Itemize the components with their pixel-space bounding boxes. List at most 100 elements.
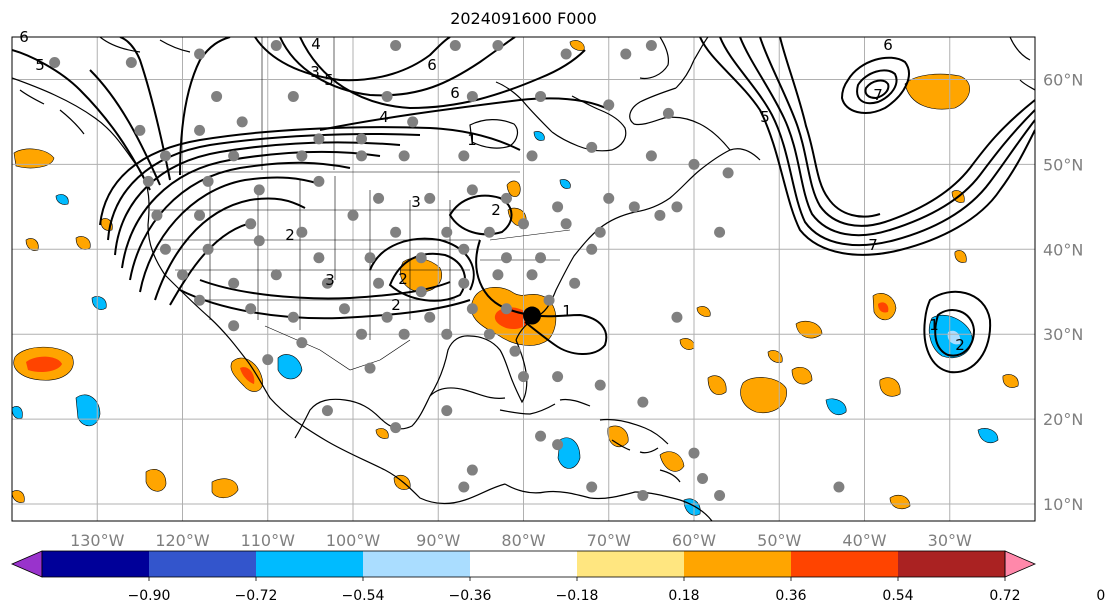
anomaly-region <box>825 398 847 415</box>
station-marker <box>535 90 547 102</box>
station-marker <box>356 133 368 145</box>
station-marker <box>373 277 385 289</box>
contour-label: 6 <box>450 84 460 102</box>
anomaly-region <box>683 498 701 516</box>
colorbar-extend-high <box>1004 550 1037 578</box>
station-marker <box>270 39 282 51</box>
station-marker <box>287 311 299 323</box>
latitude-label: 50°N <box>1043 155 1083 174</box>
station-marker <box>194 124 206 136</box>
anomaly-region <box>75 236 91 250</box>
station-marker <box>688 447 700 459</box>
station-marker <box>620 48 632 60</box>
contour-lines <box>12 37 1035 374</box>
station-marker <box>697 473 709 485</box>
station-marker <box>543 294 555 306</box>
anomaly-region <box>375 428 389 439</box>
colorbar-tick-label: −0.54 <box>342 588 385 604</box>
station-marker <box>381 311 393 323</box>
colorbar-segment <box>684 551 792 577</box>
station-marker <box>586 141 598 153</box>
station-marker <box>671 311 683 323</box>
station-marker <box>603 192 615 204</box>
station-marker <box>569 277 581 289</box>
station-marker <box>194 209 206 221</box>
anomaly-region <box>879 377 901 397</box>
station-marker <box>500 303 512 315</box>
station-marker <box>245 303 257 315</box>
station-marker <box>321 277 333 289</box>
anomaly-region <box>977 428 999 443</box>
station-marker <box>654 209 666 221</box>
colorbar-segment <box>470 551 578 577</box>
colorbar-tick-label: 0.90 <box>1096 588 1105 604</box>
anomaly-region <box>533 131 545 141</box>
station-marker <box>321 405 333 417</box>
station-marker <box>637 490 649 502</box>
station-marker <box>390 226 402 238</box>
longitude-label: 90°W <box>416 531 460 550</box>
anomaly-region <box>277 354 303 380</box>
station-marker <box>381 90 393 102</box>
station-marker <box>594 379 606 391</box>
latitude-label: 20°N <box>1043 410 1083 429</box>
anomaly-region <box>55 194 69 205</box>
station-marker <box>466 90 478 102</box>
station-marker <box>373 192 385 204</box>
station-marker <box>518 371 529 383</box>
station-marker <box>535 430 547 442</box>
station-marker <box>603 99 615 111</box>
anomaly-region <box>791 367 813 385</box>
station-marker <box>262 354 274 366</box>
station-marker <box>441 226 453 238</box>
anomaly-region <box>557 437 581 469</box>
station-marker <box>194 48 206 60</box>
station-marker <box>424 311 436 323</box>
longitude-label: 50°W <box>757 531 801 550</box>
station-marker <box>296 337 308 349</box>
station-marker <box>228 277 240 289</box>
station-marker <box>296 150 308 162</box>
station-marker <box>313 175 325 187</box>
storm-center <box>523 306 542 325</box>
station-marker <box>253 184 265 196</box>
anomaly-region <box>91 296 107 310</box>
colorbar-tick-label: −0.36 <box>449 588 492 604</box>
station-marker <box>364 362 376 374</box>
colorbar-segment <box>791 551 899 577</box>
station-marker <box>833 481 845 493</box>
longitude-label: 30°W <box>928 531 972 550</box>
longitude-label: 70°W <box>587 531 631 550</box>
longitude-labels: 130°W 120°W 110°W 100°W 90°W 80°W 70°W 60°W 50°W… <box>70 531 972 550</box>
colorbar-tick-label: 0.18 <box>668 588 699 604</box>
latitude-label: 30°N <box>1043 325 1083 344</box>
station-marker <box>458 243 470 255</box>
colorbar-segment <box>363 551 471 577</box>
station-marker <box>159 243 171 255</box>
station-markers <box>49 39 845 502</box>
station-marker <box>466 303 478 315</box>
colorbar-segment <box>577 551 685 577</box>
station-marker <box>500 192 512 204</box>
anomaly-region <box>904 73 970 110</box>
station-marker <box>125 56 137 68</box>
station-marker <box>296 226 308 238</box>
contour-label: 2 <box>285 226 295 244</box>
anomaly-region <box>878 302 889 313</box>
contour-label: 4 <box>379 108 389 126</box>
station-marker <box>287 90 299 102</box>
station-marker <box>356 328 368 340</box>
station-marker <box>492 269 504 281</box>
storm-center-marker <box>523 306 542 325</box>
station-marker <box>714 226 726 238</box>
contour-label: 5 <box>324 71 334 89</box>
colorbar-tick-label: −0.90 <box>128 588 171 604</box>
contour-label: 6 <box>19 28 29 46</box>
station-marker <box>526 269 538 281</box>
station-marker <box>211 90 223 102</box>
colorbar: −0.90 −0.72 −0.54 −0.36 −0.18 0.18 0.36 0.54 0.7… <box>10 550 1105 604</box>
station-marker <box>535 252 547 264</box>
station-marker <box>202 243 214 255</box>
station-marker <box>483 328 495 340</box>
